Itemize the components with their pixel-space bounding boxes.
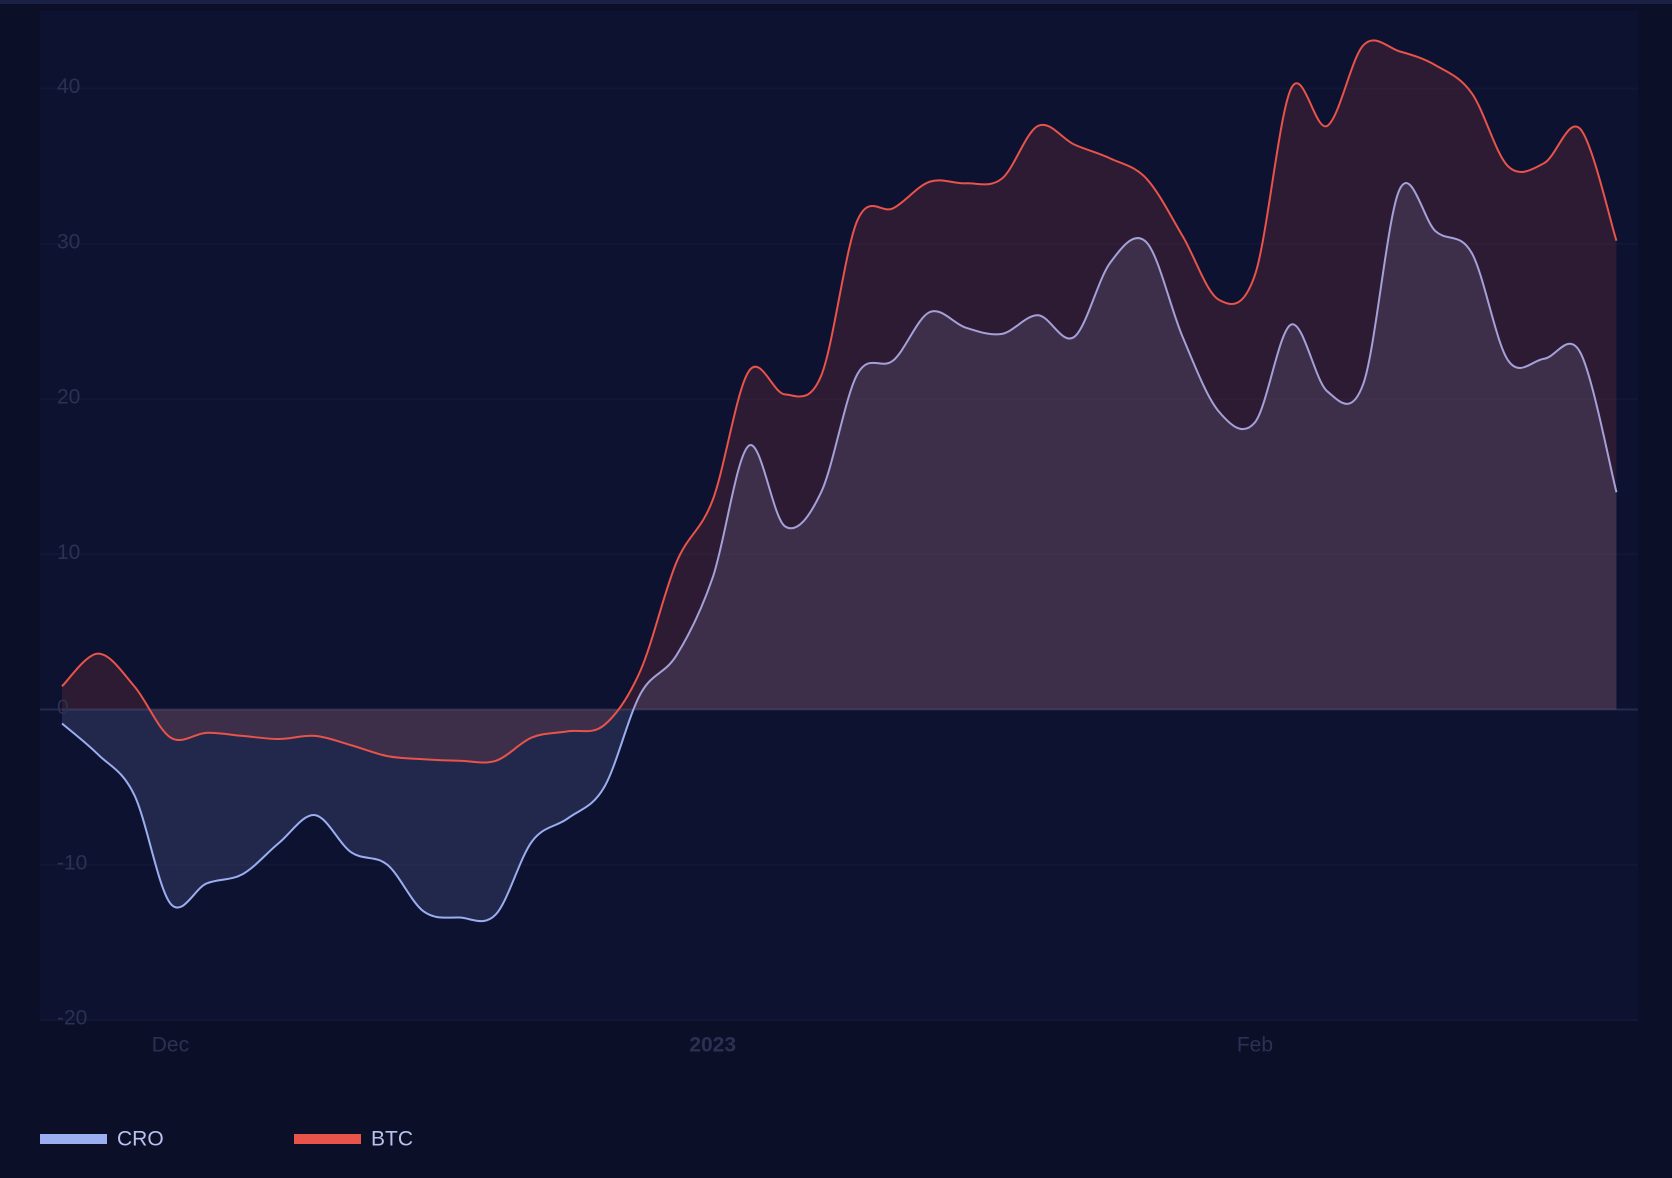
line [61,182,1618,923]
legend-swatch [294,1134,361,1144]
plot-area [40,11,1638,1020]
legend-label: BTC [371,1128,413,1151]
x-tick-label: Feb [1237,1034,1273,1057]
legend-swatch [40,1134,107,1144]
area-fill [62,183,1617,922]
y-tick-label: 30 [57,230,80,253]
x-tick-label: Dec [152,1034,189,1057]
y-tick-label: 20 [57,386,80,409]
line [61,39,1618,764]
top-border [0,0,1672,4]
y-tick-label: -20 [57,1007,87,1030]
y-tick-label: 10 [57,541,80,564]
y-tick-label: 0 [57,696,69,719]
legend-label: CRO [117,1128,164,1151]
area-fill [62,40,1617,763]
y-tick-label: 40 [57,75,80,98]
y-tick-label: -10 [57,851,87,874]
x-tick-label: 2023 [689,1034,736,1057]
